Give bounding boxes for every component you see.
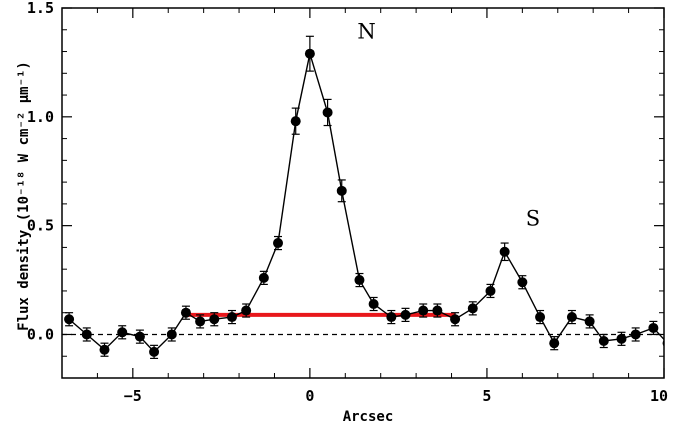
data-point xyxy=(180,307,191,318)
data-point xyxy=(386,312,397,323)
data-point xyxy=(418,305,429,316)
data-point xyxy=(99,344,110,355)
data-point xyxy=(134,331,145,342)
y-axis-title: Flux density (10⁻¹⁸ W cm⁻² μm⁻¹) xyxy=(16,61,32,331)
x-tick-label: 10 xyxy=(650,387,668,405)
series-line xyxy=(68,53,664,353)
y-tick-label: 0.5 xyxy=(27,217,54,235)
data-point xyxy=(336,185,347,196)
data-point xyxy=(616,333,627,344)
data-point xyxy=(499,246,510,257)
data-point xyxy=(304,48,315,59)
annotation-n: N xyxy=(357,19,375,43)
data-point xyxy=(566,312,577,323)
data-point xyxy=(117,327,128,338)
data-point xyxy=(450,314,461,325)
data-point xyxy=(584,316,595,327)
x-axis-title: Arcsec xyxy=(343,409,394,425)
x-tick-label: −5 xyxy=(124,387,142,405)
data-point xyxy=(368,299,379,309)
data-point xyxy=(485,285,496,296)
data-point xyxy=(354,275,365,286)
data-point xyxy=(64,314,75,325)
data-point xyxy=(549,338,560,349)
data-point xyxy=(648,322,659,333)
data-point xyxy=(290,116,301,127)
data-point xyxy=(241,305,252,316)
x-tick-label: 5 xyxy=(482,387,491,405)
data-point xyxy=(535,312,546,323)
data-point xyxy=(258,272,269,283)
data-point xyxy=(195,316,206,327)
y-tick-label: 1.0 xyxy=(27,108,54,126)
data-point xyxy=(662,339,664,347)
data-point xyxy=(432,305,443,316)
data-point xyxy=(166,329,177,340)
x-tick-label: 0 xyxy=(305,387,314,405)
annotation-s: S xyxy=(526,207,540,231)
data-point xyxy=(209,314,220,325)
data-point xyxy=(149,346,160,357)
data-point xyxy=(322,107,333,118)
data-point xyxy=(598,336,609,346)
data-point xyxy=(81,329,92,340)
plot-frame xyxy=(61,7,665,379)
data-point xyxy=(226,312,237,323)
data-point xyxy=(517,277,528,288)
data-point xyxy=(630,329,641,340)
data-point xyxy=(273,238,284,249)
data-point xyxy=(467,303,478,314)
y-tick-label: 1.5 xyxy=(27,0,54,17)
series-group xyxy=(64,35,664,360)
data-point xyxy=(400,309,411,320)
y-tick-label: 0.0 xyxy=(27,325,54,343)
